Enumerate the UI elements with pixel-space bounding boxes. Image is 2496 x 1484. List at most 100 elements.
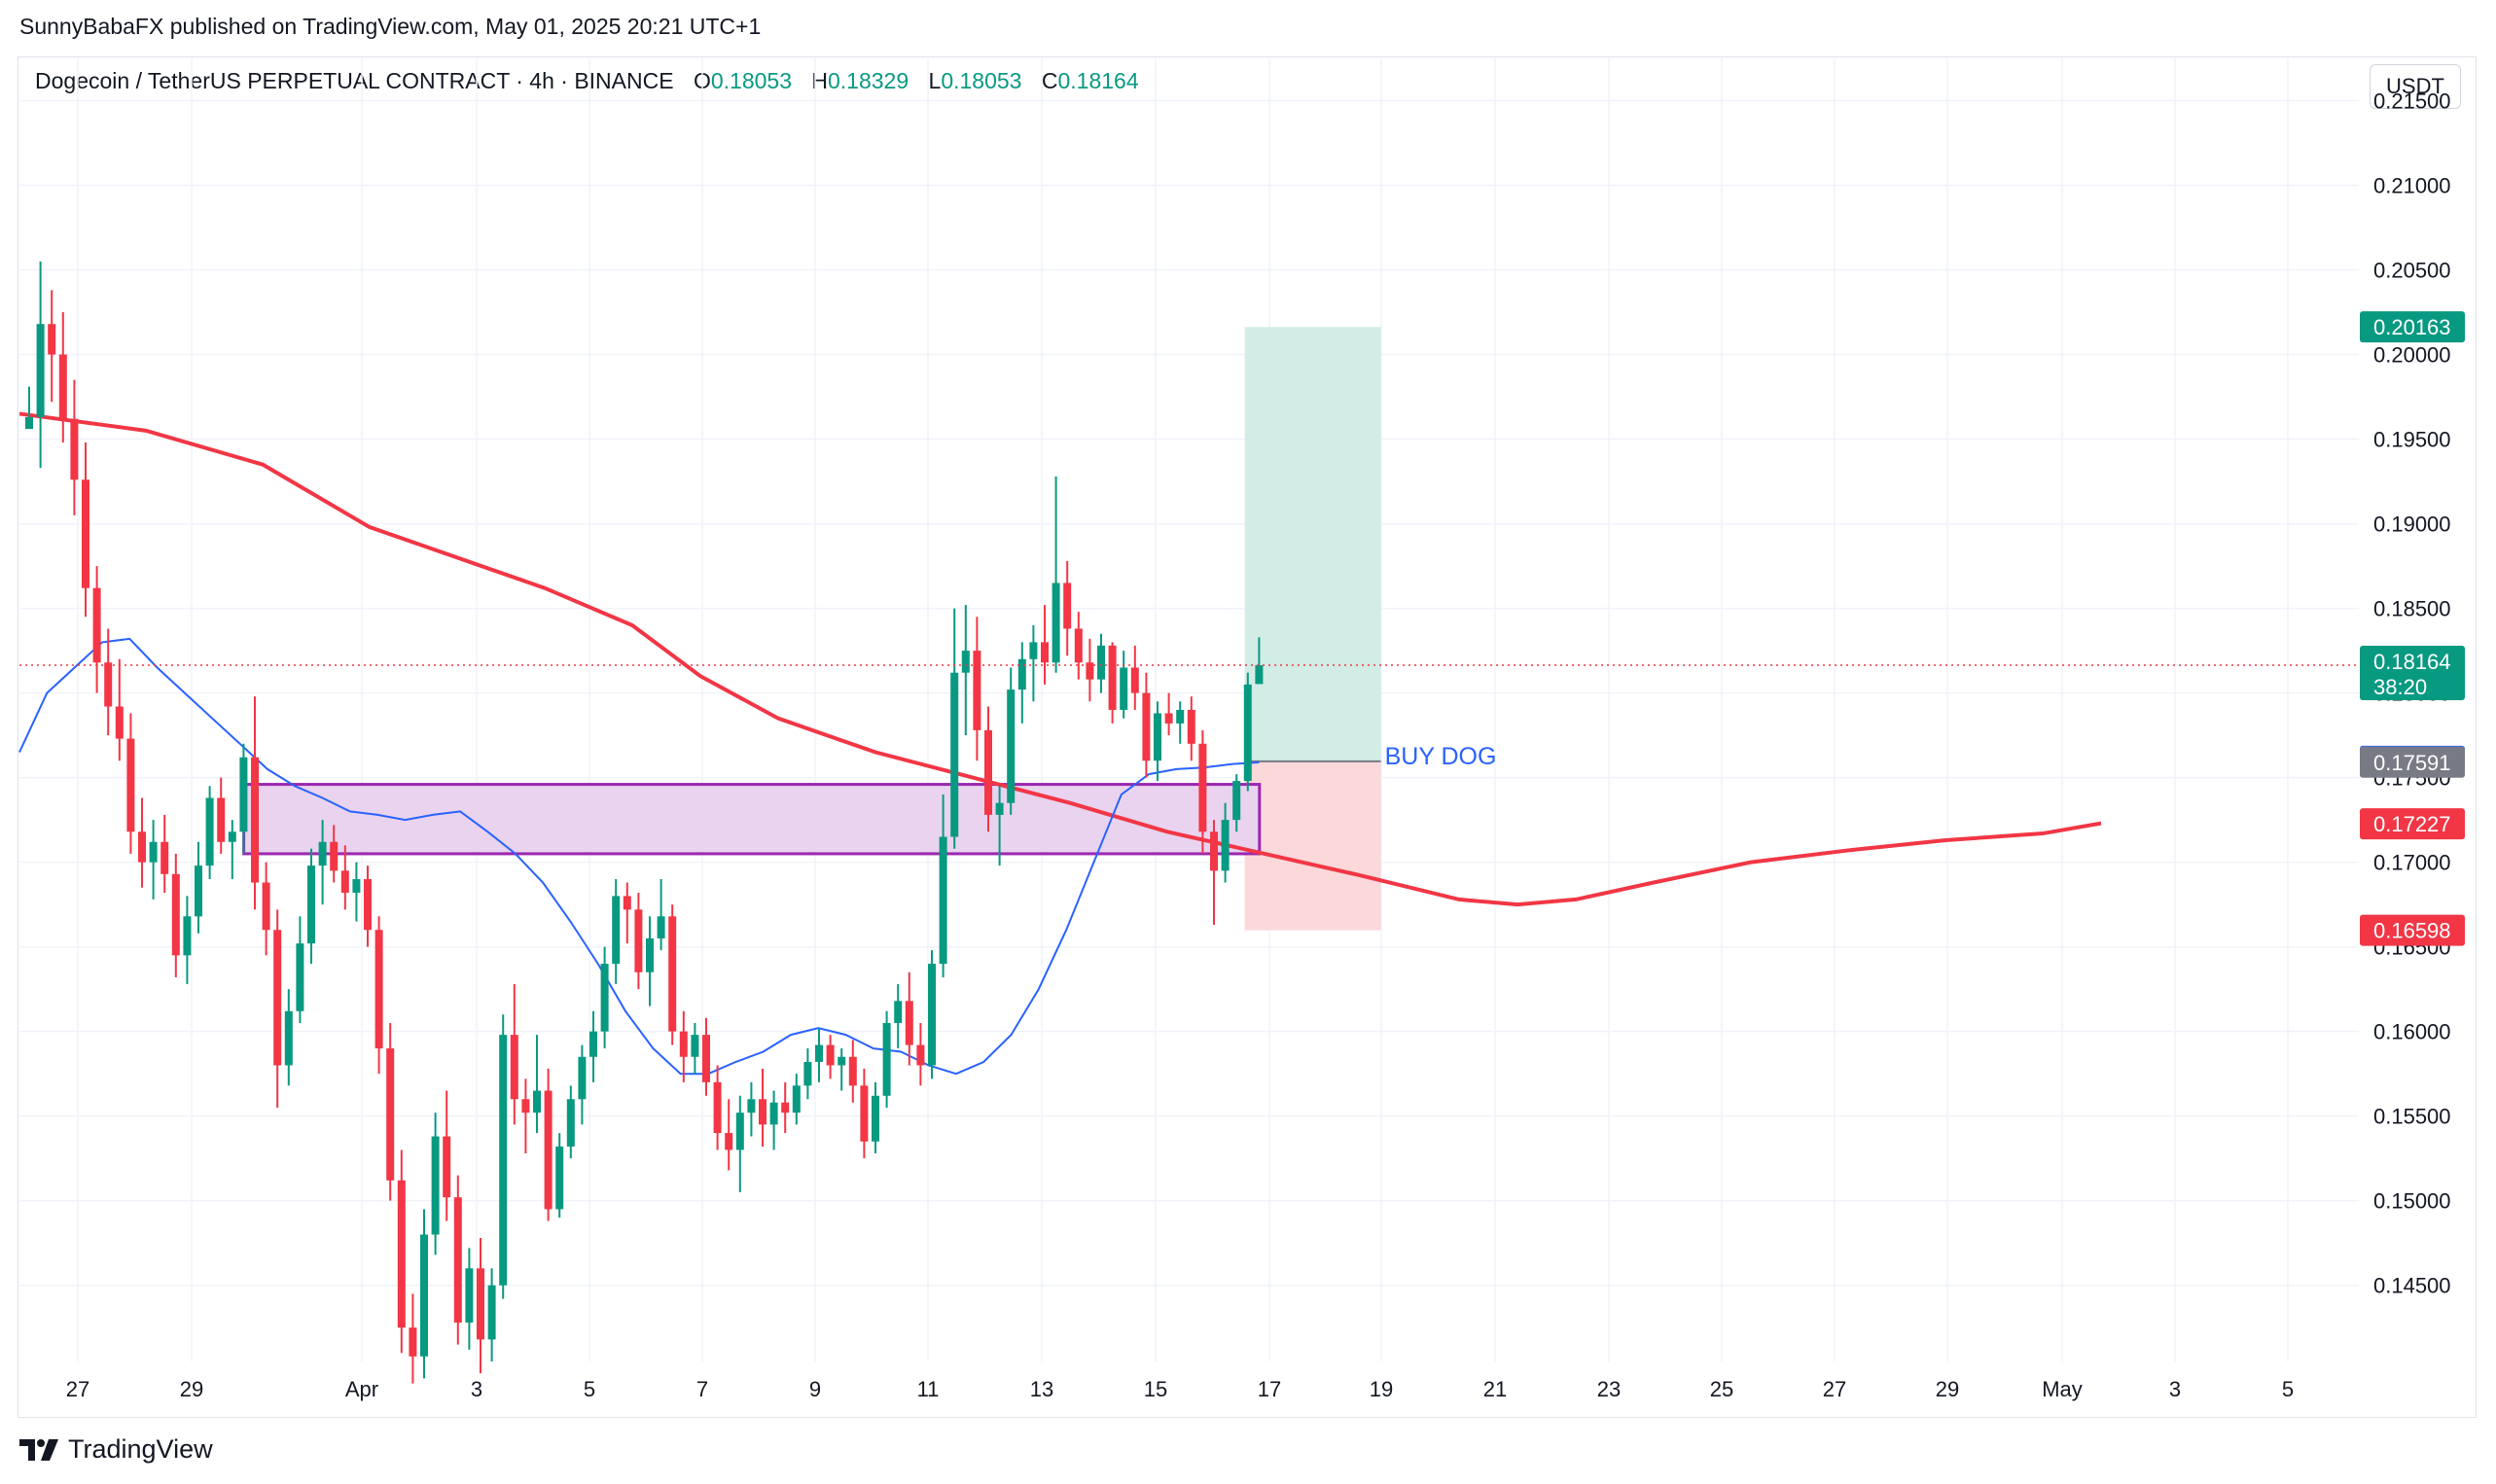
ma-fast-line xyxy=(18,637,1260,1076)
candle-body xyxy=(115,706,124,739)
candle-body xyxy=(228,831,236,842)
candle-body xyxy=(48,324,56,355)
candle-body xyxy=(600,964,609,1032)
candle-body xyxy=(838,1056,846,1066)
y-tick-label: 0.20000 xyxy=(2373,343,2451,368)
x-tick-label: Apr xyxy=(345,1377,378,1401)
candle-body xyxy=(769,1102,778,1125)
x-tick-label: 3 xyxy=(471,1377,482,1401)
x-tick-label: 13 xyxy=(1030,1377,1053,1401)
price-label-text-ma200: 0.17227 xyxy=(2373,812,2451,836)
candle-body xyxy=(984,729,992,815)
candle-body xyxy=(1243,684,1252,782)
x-tick-label: May xyxy=(2042,1377,2083,1401)
x-tick-label: 7 xyxy=(696,1377,708,1401)
candle-body xyxy=(465,1268,474,1323)
price-label-last xyxy=(2360,646,2465,701)
price-label-stop xyxy=(2360,914,2465,946)
high-value: 0.18329 xyxy=(828,68,909,93)
candle-body xyxy=(364,879,372,931)
candle-body xyxy=(1164,713,1173,724)
candle-body xyxy=(905,1001,913,1045)
candle-body xyxy=(1052,583,1060,663)
candle-body xyxy=(352,879,361,893)
candle-body xyxy=(848,1056,857,1086)
x-tick-label: 9 xyxy=(809,1377,821,1401)
x-tick-label: 15 xyxy=(1144,1377,1167,1401)
candle-body xyxy=(296,943,304,1011)
x-tick-label: 3 xyxy=(2169,1377,2181,1401)
candle-body xyxy=(262,882,270,931)
price-label-text-stop: 0.16598 xyxy=(2373,919,2451,943)
ma-slow-line xyxy=(18,411,2102,907)
candle-body xyxy=(1007,689,1016,803)
candle-body xyxy=(70,418,79,480)
candle-body xyxy=(453,1197,462,1323)
tradingview-logo-icon xyxy=(19,1438,58,1461)
y-tick-label: 0.15000 xyxy=(2373,1189,2451,1214)
candle-body xyxy=(759,1099,767,1125)
candle-body xyxy=(815,1044,823,1062)
currency-button[interactable]: USDT xyxy=(2370,64,2461,109)
position-label: BUY DOG xyxy=(1385,743,1497,770)
candle-body xyxy=(634,909,643,972)
candle-body xyxy=(477,1268,484,1340)
candle-body xyxy=(1255,665,1264,685)
candle-body xyxy=(882,1022,891,1096)
candle-body xyxy=(1017,658,1026,690)
candle-body xyxy=(273,930,282,1066)
candle-body xyxy=(1130,667,1139,693)
chart-frame xyxy=(18,56,2477,1418)
candle-body xyxy=(251,757,259,883)
candle-body xyxy=(657,916,665,938)
candle-body xyxy=(612,896,621,965)
candle-body xyxy=(566,1099,575,1147)
candle-body xyxy=(781,1102,790,1113)
candle-body xyxy=(589,1031,597,1057)
candle-body xyxy=(284,1010,293,1066)
candle-body xyxy=(691,1035,699,1057)
candle-body xyxy=(646,937,654,972)
candle-body xyxy=(104,662,113,707)
low-label: L xyxy=(928,68,942,93)
candle-body xyxy=(397,1180,406,1328)
candle-body xyxy=(826,1044,835,1066)
candle-body xyxy=(318,841,327,866)
candle-body xyxy=(340,870,349,893)
candle-body xyxy=(735,1113,744,1150)
candle-body xyxy=(973,651,981,730)
candle-body xyxy=(171,873,180,956)
candle-body xyxy=(510,1035,518,1100)
candle-body xyxy=(1198,743,1207,832)
candle-body xyxy=(1187,710,1195,744)
price-label-countdown: 38:20 xyxy=(2373,675,2427,699)
y-tick-label: 0.17000 xyxy=(2373,851,2451,875)
price-label-text-ma: 0.17591 xyxy=(2373,751,2451,775)
candle-body xyxy=(1232,781,1241,821)
x-tick-label: 29 xyxy=(180,1377,203,1401)
candle-body xyxy=(533,1090,541,1113)
candle-body xyxy=(995,802,1004,815)
y-tick-label: 0.20500 xyxy=(2373,259,2451,283)
candle-body xyxy=(92,587,101,663)
candle-body xyxy=(183,916,192,956)
candle-body xyxy=(894,1001,903,1023)
x-tick-label: 17 xyxy=(1258,1377,1281,1401)
x-tick-label: 21 xyxy=(1483,1377,1507,1401)
candle-body xyxy=(239,757,248,832)
stop-zone xyxy=(1244,760,1381,931)
candle-body xyxy=(578,1056,587,1100)
candle-body xyxy=(25,416,33,430)
candle-body xyxy=(1063,583,1072,629)
y-tick-label: 0.21500 xyxy=(2373,89,2451,114)
x-tick-label: 27 xyxy=(66,1377,89,1401)
tradingview-footer[interactable]: TradingView xyxy=(19,1434,213,1465)
y-tick-label: 0.18500 xyxy=(2373,597,2451,621)
x-tick-label: 5 xyxy=(2282,1377,2294,1401)
y-tick-label: 0.21000 xyxy=(2373,174,2451,198)
candle-body xyxy=(160,841,169,874)
candle-body xyxy=(420,1234,428,1357)
candle-body xyxy=(668,916,677,1032)
symbol-title[interactable]: Dogecoin / TetherUS PERPETUAL CONTRACT ·… xyxy=(35,68,674,93)
